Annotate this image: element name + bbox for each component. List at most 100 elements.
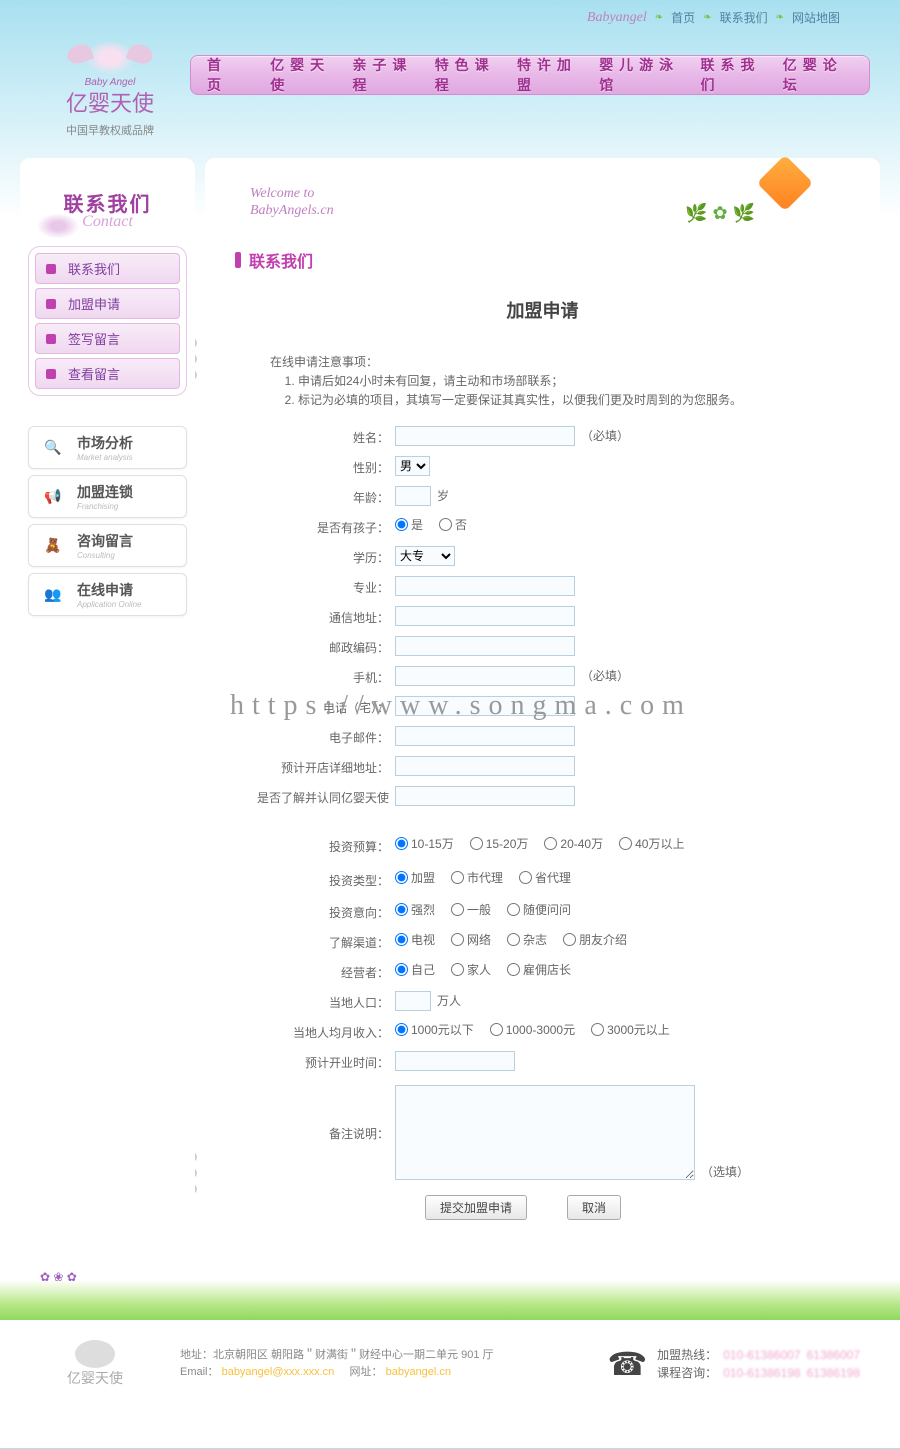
banner-icon: 👥 <box>39 581 67 609</box>
top-bar: Babyangel ❧ 首页 ❧ 联系我们 ❧ 网站地图 <box>0 0 900 35</box>
side-menu-link[interactable]: 签写留言 <box>68 329 120 348</box>
label-open-date: 预计开业时间： <box>230 1051 395 1071</box>
type-radio[interactable]: 市代理 <box>451 869 503 886</box>
label-addr: 通信地址： <box>230 606 395 626</box>
addr-input[interactable] <box>395 606 575 626</box>
nav-franchise[interactable]: 特许加盟 <box>511 55 593 95</box>
cancel-button[interactable]: 取消 <box>567 1195 621 1220</box>
open-date-input[interactable] <box>395 1051 515 1071</box>
footer-site[interactable]: babyangel.cn <box>386 1366 451 1378</box>
budget-radio[interactable]: 10-15万 <box>395 835 454 852</box>
label-zip: 邮政编码： <box>230 636 395 656</box>
nav-parent-course[interactable]: 亲子课程 <box>346 55 428 95</box>
channel-radio[interactable]: 电视 <box>395 931 435 948</box>
type-radio[interactable]: 加盟 <box>395 869 435 886</box>
side-menu: 联系我们 加盟申请 签写留言 查看留言 <box>28 246 187 396</box>
top-link-contact[interactable]: 联系我们 <box>720 9 768 26</box>
sidebar-title: 联系我们 Contact <box>28 168 187 246</box>
label-gender: 性别： <box>230 456 395 476</box>
gender-select[interactable]: 男 <box>395 456 430 476</box>
bullet-icon <box>46 369 56 379</box>
label-store-addr: 预计开店详细地址： <box>230 756 395 776</box>
label-pop: 当地人口： <box>230 991 395 1011</box>
submit-button[interactable]: 提交加盟申请 <box>425 1195 527 1220</box>
side-banners: 🔍市场分析Market analysis 📢加盟连锁Franchising 🧸咨询留… <box>28 426 187 616</box>
label-email: 电子邮件： <box>230 726 395 746</box>
logo[interactable]: Baby Angel 亿婴天使 中国早教权威品牌 <box>30 35 190 138</box>
footer-email-label: Email： <box>180 1366 219 1378</box>
side-banner[interactable]: 🔍市场分析Market analysis <box>28 426 187 469</box>
intent-radio[interactable]: 随便问问 <box>507 901 571 918</box>
heading-bar-icon <box>235 252 241 268</box>
side-menu-item-message[interactable]: 签写留言 <box>35 323 180 354</box>
child-yes-radio[interactable]: 是 <box>395 516 423 533</box>
zip-input[interactable] <box>395 636 575 656</box>
banner-icon: 📢 <box>39 483 67 511</box>
hotline-label: 加盟热线： <box>657 1348 717 1362</box>
side-menu-item-apply[interactable]: 加盟申请 <box>35 288 180 319</box>
footer-addr: 地址：北京朝阳区 朝阳路＂财满街＂财经中心一期二单元 901 厅 <box>180 1347 577 1364</box>
label-edu: 学历： <box>230 546 395 566</box>
name-input[interactable] <box>395 426 575 446</box>
side-menu-item-contact[interactable]: 联系我们 <box>35 253 180 284</box>
store-addr-input[interactable] <box>395 756 575 776</box>
top-link-sitemap[interactable]: 网站地图 <box>792 9 840 26</box>
remark-textarea[interactable] <box>395 1085 695 1180</box>
bullet-icon <box>46 264 56 274</box>
bullet-icon <box>46 334 56 344</box>
page-heading: 联系我们 <box>230 248 855 272</box>
income-radio[interactable]: 1000元以下 <box>395 1021 474 1038</box>
side-banner[interactable]: 🧸咨询留言Consulting <box>28 524 187 567</box>
nav-about[interactable]: 亿婴天使 <box>264 55 346 95</box>
channel-radio[interactable]: 杂志 <box>507 931 547 948</box>
budget-radio[interactable]: 15-20万 <box>470 835 529 852</box>
banner-en: Franchising <box>77 502 133 511</box>
nav-home[interactable]: 首 页 <box>201 55 264 95</box>
logo-subtitle: 中国早教权威品牌 <box>30 122 190 138</box>
welcome-text: Welcome to BabyAngels.cn <box>250 186 334 220</box>
child-no-radio[interactable]: 否 <box>439 516 467 533</box>
sidebar: 联系我们 Contact 联系我们 加盟申请 签写留言 查看留言 🔍市场分析Ma… <box>20 158 195 1260</box>
label-budget: 投资预算： <box>230 835 395 855</box>
budget-radio[interactable]: 40万以上 <box>619 835 684 852</box>
major-input[interactable] <box>395 576 575 596</box>
income-radio[interactable]: 1000-3000元 <box>490 1021 575 1038</box>
nav-forum[interactable]: 亿婴论坛 <box>777 55 859 95</box>
banner-cn: 市场分析 <box>77 433 133 453</box>
side-banner[interactable]: 📢加盟连锁Franchising <box>28 475 187 518</box>
side-menu-link[interactable]: 查看留言 <box>68 364 120 383</box>
pop-unit: 万人 <box>437 992 461 1009</box>
banner-en: Market analysis <box>77 453 133 462</box>
edu-select[interactable]: 大专 <box>395 546 455 566</box>
side-banner[interactable]: 👥在线申请Application Online <box>28 573 187 616</box>
footer-logo-text: 亿婴天使 <box>40 1368 150 1388</box>
operator-radio[interactable]: 自己 <box>395 961 435 978</box>
mobile-input[interactable] <box>395 666 575 686</box>
age-input[interactable] <box>395 486 431 506</box>
intent-radio[interactable]: 强烈 <box>395 901 435 918</box>
operator-radio[interactable]: 家人 <box>451 961 491 978</box>
side-menu-item-view[interactable]: 查看留言 <box>35 358 180 389</box>
phone-icon: ☎ <box>607 1345 647 1383</box>
email-input[interactable] <box>395 726 575 746</box>
side-menu-link[interactable]: 加盟申请 <box>68 294 120 313</box>
side-menu-link[interactable]: 联系我们 <box>68 259 120 278</box>
nav-swim[interactable]: 婴儿游泳馆 <box>593 55 694 95</box>
nav-contact[interactable]: 联系我们 <box>695 55 777 95</box>
nav-feature-course[interactable]: 特色课程 <box>429 55 511 95</box>
footer-site-label: 网址： <box>350 1366 383 1378</box>
type-radio[interactable]: 省代理 <box>519 869 571 886</box>
channel-radio[interactable]: 网络 <box>451 931 491 948</box>
footer-decoration <box>0 1280 900 1320</box>
pop-input[interactable] <box>395 991 431 1011</box>
budget-radio[interactable]: 20-40万 <box>544 835 603 852</box>
intent-radio[interactable]: 一般 <box>451 901 491 918</box>
top-link-home[interactable]: 首页 <box>671 9 695 26</box>
operator-radio[interactable]: 雇佣店长 <box>507 961 571 978</box>
name-hint: （必填） <box>581 427 629 444</box>
label-remark: 备注说明： <box>230 1122 395 1142</box>
know-input[interactable] <box>395 786 575 806</box>
channel-radio[interactable]: 朋友介绍 <box>563 931 627 948</box>
income-radio[interactable]: 3000元以上 <box>591 1021 670 1038</box>
footer-email[interactable]: babyangel@xxx.xxx.cn <box>222 1366 335 1378</box>
